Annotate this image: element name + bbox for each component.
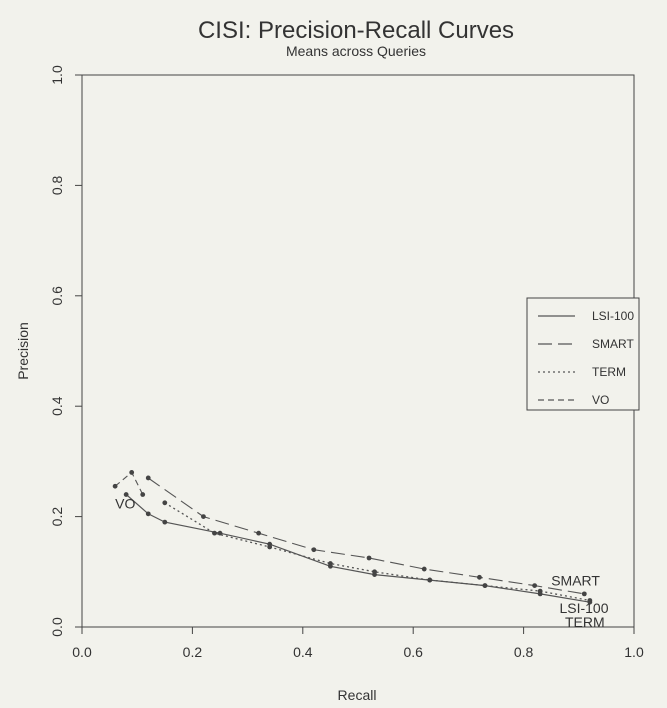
series-annotation: LSI-100 xyxy=(559,600,608,616)
y-tick-label: 0.0 xyxy=(49,617,65,637)
series-annotation: TERM xyxy=(565,614,605,630)
data-point xyxy=(532,583,538,588)
series-annotation: SMART xyxy=(551,573,600,589)
legend-box xyxy=(526,297,640,411)
y-tick-label: 0.6 xyxy=(49,286,65,306)
data-point xyxy=(162,519,168,525)
data-point xyxy=(372,569,377,575)
legend-label: SMART xyxy=(592,337,634,351)
chart-subtitle: Means across Queries xyxy=(286,43,426,59)
series-line xyxy=(114,471,144,495)
data-point xyxy=(145,475,151,481)
data-point xyxy=(112,483,118,489)
data-point xyxy=(123,492,129,497)
data-point xyxy=(587,598,593,603)
x-axis-label: Recall xyxy=(338,687,377,703)
series-annotation: VO xyxy=(115,495,135,511)
x-tick-label: 0.2 xyxy=(183,644,203,660)
data-point xyxy=(328,561,333,566)
legend: LSI-100 SMART TERM VO xyxy=(526,297,640,411)
series-line xyxy=(147,477,585,595)
y-axis: 0.0 0.2 0.4 0.6 0.8 1.0 xyxy=(49,65,82,637)
data-point xyxy=(162,500,168,506)
x-tick-label: 0.4 xyxy=(293,644,313,660)
data-point xyxy=(256,530,262,536)
data-point xyxy=(140,492,146,497)
y-axis-label: Precision xyxy=(15,322,31,380)
series-lsi-100 xyxy=(123,492,593,605)
x-tick-label: 0.8 xyxy=(514,644,534,660)
data-point xyxy=(366,555,372,561)
data-point xyxy=(581,591,587,597)
data-point xyxy=(477,574,482,580)
data-point xyxy=(212,530,217,536)
data-point xyxy=(145,511,151,517)
data-point xyxy=(427,577,433,583)
x-axis: 0.0 0.2 0.4 0.6 0.8 1.0 xyxy=(72,627,644,660)
data-point xyxy=(311,547,317,553)
data-point xyxy=(421,566,427,572)
legend-label: VO xyxy=(592,393,609,407)
legend-label: TERM xyxy=(592,365,626,379)
legend-label: LSI-100 xyxy=(592,309,634,323)
data-point xyxy=(201,514,206,519)
series-line xyxy=(125,494,590,603)
y-tick-label: 0.4 xyxy=(49,396,65,416)
series-vo xyxy=(112,470,146,497)
x-tick-label: 1.0 xyxy=(624,644,644,660)
x-tick-label: 0.6 xyxy=(403,644,423,660)
data-point xyxy=(537,588,543,594)
series-layer xyxy=(112,470,593,605)
y-tick-label: 0.8 xyxy=(49,175,65,195)
series-smart xyxy=(145,475,587,597)
y-tick-label: 0.2 xyxy=(49,507,65,527)
x-tick-label: 0.0 xyxy=(72,644,92,660)
series-term xyxy=(162,500,593,603)
data-point xyxy=(129,470,135,475)
data-point xyxy=(267,544,273,550)
data-point xyxy=(482,583,488,588)
y-tick-label: 1.0 xyxy=(49,65,65,85)
chart-title: CISI: Precision-Recall Curves xyxy=(198,17,514,44)
series-line xyxy=(164,502,590,602)
